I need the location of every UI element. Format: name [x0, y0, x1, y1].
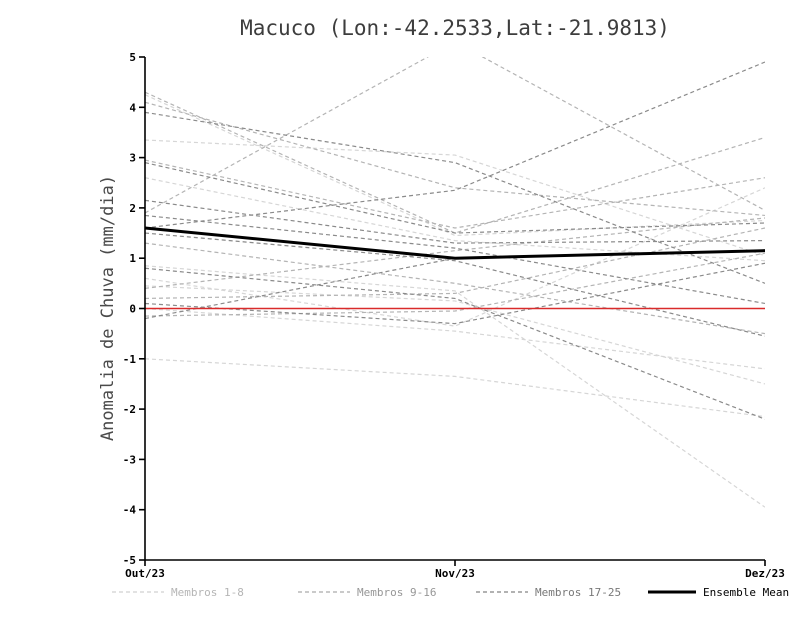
member-line [145, 101, 765, 217]
y-tick-label: 0 [129, 303, 136, 316]
member-line [145, 91, 765, 234]
y-tick-label: -3 [123, 453, 136, 466]
y-tick-label: -1 [123, 353, 137, 366]
legend-label: Ensemble Mean [703, 586, 789, 599]
ensemble-mean-line [145, 226, 765, 260]
member-line [145, 267, 765, 420]
member-line [145, 285, 765, 385]
y-tick-label: -4 [123, 504, 137, 517]
x-tick-label: Dez/23 [745, 567, 785, 580]
member-line [145, 187, 765, 327]
x-tick-label: Nov/23 [435, 567, 475, 580]
y-tick-label: -5 [123, 554, 136, 567]
y-tick-label: -2 [123, 403, 136, 416]
y-tick-label: 3 [129, 152, 136, 165]
member-line [145, 262, 765, 325]
legend-label: Membros 17-25 [535, 586, 621, 599]
member-line [145, 252, 765, 317]
member-line [145, 61, 765, 229]
y-tick-label: 1 [129, 252, 136, 265]
member-line [145, 177, 765, 262]
member-line [145, 227, 765, 300]
member-line [145, 217, 765, 289]
member-line [145, 242, 765, 335]
member-line [145, 94, 765, 237]
member-line [145, 162, 765, 234]
member-line [145, 232, 765, 337]
chart-title: Macuco (Lon:-42.2533,Lat:-21.9813) [240, 16, 670, 40]
y-tick-label: 2 [129, 202, 136, 215]
member-line [145, 199, 765, 244]
member-line [145, 358, 765, 418]
member-line [145, 57, 765, 214]
y-tick-label: 5 [129, 51, 136, 64]
legend-label: Membros 9-16 [357, 586, 436, 599]
member-line [145, 214, 765, 305]
x-tick-label: Out/23 [125, 567, 165, 580]
member-line [145, 265, 765, 508]
y-tick-label: 4 [129, 101, 136, 114]
member-line [145, 111, 765, 284]
member-line [145, 307, 765, 370]
member-line [145, 139, 765, 257]
legend-label: Membros 1-8 [171, 586, 244, 599]
member-line [145, 159, 765, 229]
